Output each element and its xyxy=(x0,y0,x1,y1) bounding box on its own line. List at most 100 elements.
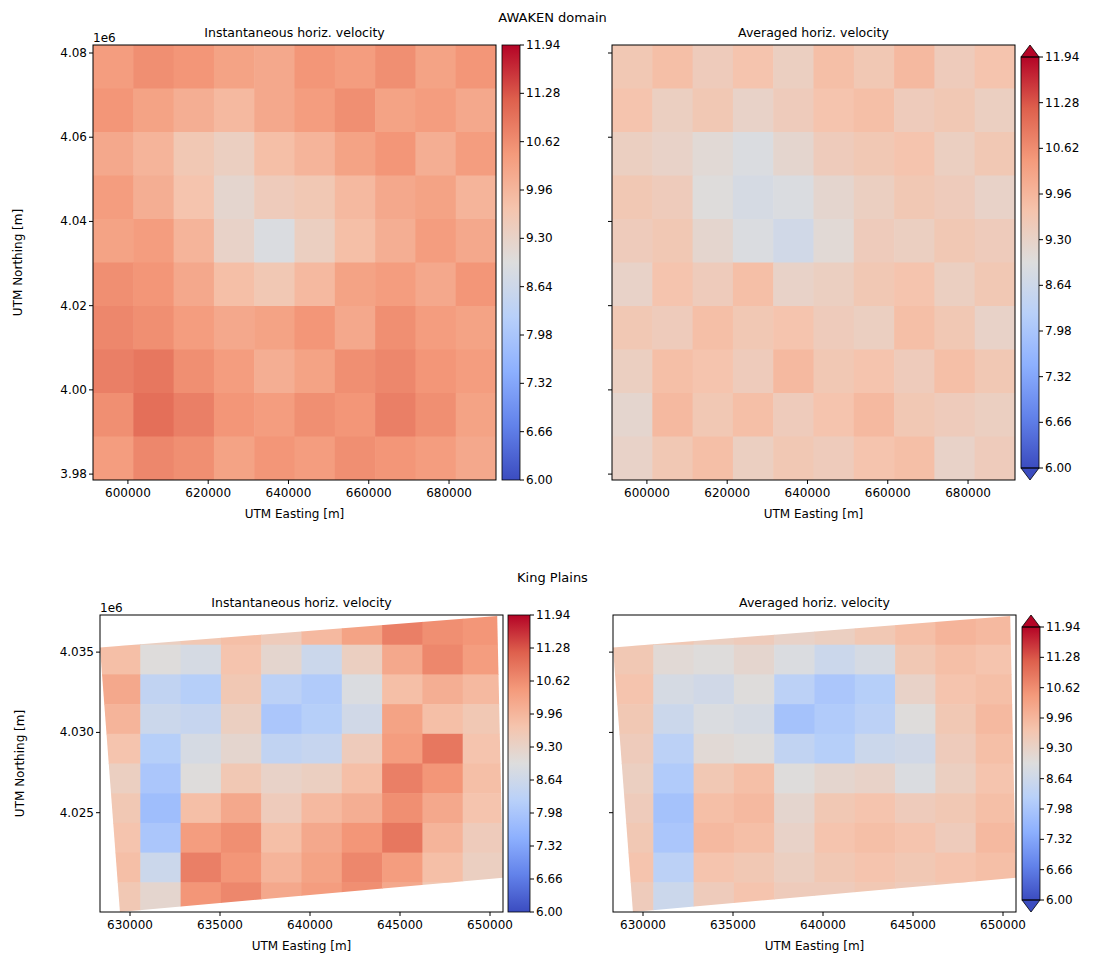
figure: Instantaneous horiz. velocity60000062000… xyxy=(0,0,1105,965)
cell xyxy=(975,219,1015,263)
cell xyxy=(975,393,1015,437)
cell xyxy=(895,823,936,853)
cell xyxy=(415,219,456,263)
plot-area xyxy=(613,615,1016,912)
cell xyxy=(174,393,215,437)
cell xyxy=(975,89,1015,133)
x-tick-label: 650000 xyxy=(980,918,1026,932)
cell xyxy=(456,350,496,394)
cell xyxy=(855,645,896,675)
cell xyxy=(612,393,653,437)
y-tick xyxy=(608,389,612,390)
cell xyxy=(976,882,1016,912)
cell xyxy=(295,89,336,133)
x-tick xyxy=(727,480,728,484)
cell xyxy=(612,306,653,350)
cell xyxy=(456,219,496,263)
y-tick xyxy=(89,389,93,390)
colorbar-tick-label: 6.00 xyxy=(526,473,553,487)
cell xyxy=(815,853,856,883)
colorbar-tick-label: 10.62 xyxy=(536,674,570,688)
cell xyxy=(302,704,343,734)
cell xyxy=(100,882,141,912)
cell xyxy=(733,263,774,307)
colorbar-gradient xyxy=(508,615,530,912)
cell xyxy=(773,219,814,263)
cell xyxy=(93,89,134,133)
cell xyxy=(895,853,936,883)
cell xyxy=(221,793,262,823)
cell xyxy=(133,437,174,481)
cell xyxy=(935,734,976,764)
colorbar-tick xyxy=(520,45,524,46)
cell xyxy=(456,132,496,176)
colorbar-tick xyxy=(530,615,534,616)
colorbar-tick xyxy=(530,714,534,715)
cell xyxy=(463,823,503,853)
cell xyxy=(133,45,174,89)
cell xyxy=(613,615,654,645)
cell xyxy=(774,853,815,883)
cell xyxy=(894,219,935,263)
panel-title: Averaged horiz. velocity xyxy=(738,25,889,40)
cell xyxy=(613,823,654,853)
x-tick-label: 650000 xyxy=(467,918,513,932)
cell xyxy=(254,437,295,481)
cell xyxy=(335,219,376,263)
cell xyxy=(613,645,654,675)
cell xyxy=(100,704,141,734)
cell xyxy=(342,734,383,764)
cell xyxy=(895,882,936,912)
cell xyxy=(261,764,302,794)
cell xyxy=(93,350,134,394)
cell xyxy=(814,45,855,89)
colorbar-gradient xyxy=(1021,57,1039,468)
cell xyxy=(422,882,463,912)
x-tick xyxy=(887,480,888,484)
cell xyxy=(854,89,895,133)
cell xyxy=(214,437,255,481)
cell xyxy=(815,615,856,645)
cell xyxy=(934,176,975,220)
y-tick xyxy=(608,137,612,138)
colorbar-tick xyxy=(1040,657,1044,658)
cell xyxy=(976,793,1016,823)
cell xyxy=(254,89,295,133)
cell xyxy=(935,704,976,734)
cell xyxy=(254,350,295,394)
cell xyxy=(254,132,295,176)
cell xyxy=(815,882,856,912)
colorbar-extend xyxy=(1021,468,1039,480)
cell xyxy=(774,793,815,823)
cell xyxy=(261,704,302,734)
cell xyxy=(895,674,936,704)
y-axis-title: UTM Northing [m] xyxy=(11,209,25,316)
cell xyxy=(976,764,1016,794)
frame xyxy=(93,45,496,480)
colorbar-tick xyxy=(530,747,534,748)
y-tick-label: 3.98 xyxy=(60,467,87,481)
panel: Averaged horiz. velocity6300006350006400… xyxy=(609,595,1080,953)
colorbar-tick-label: 6.00 xyxy=(1046,893,1073,907)
colorbar-tick xyxy=(520,383,524,384)
cell xyxy=(295,45,336,89)
colorbar-tick xyxy=(1039,285,1043,286)
cell xyxy=(140,764,181,794)
colorbar-tick xyxy=(1040,839,1044,840)
cell xyxy=(935,823,976,853)
colorbar-tick xyxy=(1040,778,1044,779)
colorbar-tick xyxy=(520,431,524,432)
cell xyxy=(774,704,815,734)
x-tick-label: 640000 xyxy=(266,486,312,500)
cell xyxy=(375,350,416,394)
x-tick-label: 645000 xyxy=(890,918,936,932)
cell xyxy=(214,219,255,263)
colorbar-tick-label: 11.94 xyxy=(536,608,570,622)
cell xyxy=(934,437,975,481)
cell xyxy=(422,615,463,645)
cell xyxy=(975,306,1015,350)
cell xyxy=(181,882,222,912)
cell xyxy=(734,734,775,764)
cell xyxy=(734,704,775,734)
cell xyxy=(855,764,896,794)
